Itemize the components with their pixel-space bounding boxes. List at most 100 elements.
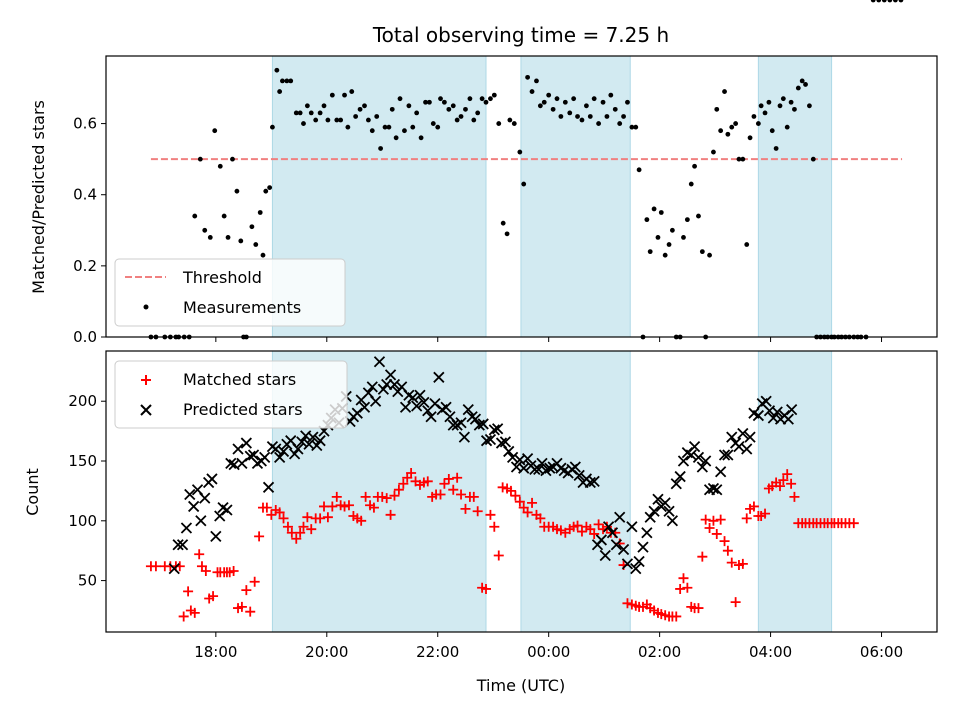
matched-point — [468, 491, 479, 502]
predicted-point — [544, 462, 556, 474]
predicted-point — [569, 461, 581, 473]
predicted-point — [696, 461, 708, 473]
predicted-point — [786, 403, 798, 416]
measurement-point — [795, 85, 801, 91]
measurement-point — [892, 0, 898, 3]
predicted-point — [782, 413, 794, 425]
measurement-point — [534, 78, 539, 84]
legend-measurements-swatch — [143, 304, 149, 310]
bottom-y-tick-label: 50 — [78, 572, 97, 590]
matched-point — [730, 597, 741, 608]
measurement-point — [617, 121, 623, 126]
measurement-point — [197, 156, 203, 162]
measurement-point — [608, 92, 614, 98]
measurement-point — [636, 167, 642, 173]
shaded-interval — [757, 55, 833, 338]
matched-point — [422, 476, 433, 487]
measurement-point — [270, 124, 275, 130]
measurement-point — [546, 92, 552, 98]
bottom-shaded-intervals — [271, 350, 833, 633]
matched-point — [505, 485, 516, 496]
predicted-point — [670, 478, 682, 490]
predicted-point — [492, 423, 504, 435]
predicted-point — [240, 437, 252, 449]
measurement-point — [707, 252, 712, 258]
predicted-point — [707, 482, 720, 495]
measurement-point — [382, 124, 388, 130]
bottom-axes-frame — [105, 350, 938, 633]
predicted-point — [536, 457, 548, 470]
measurement-point — [349, 89, 355, 94]
measurement-point — [345, 124, 351, 130]
measurement-point — [471, 117, 477, 123]
predicted-point — [688, 441, 701, 453]
measurement-point — [658, 210, 664, 215]
top-y-tick-label: 0.0 — [73, 328, 97, 346]
predicted-point — [621, 558, 634, 570]
measurement-point — [629, 124, 635, 130]
measurement-point — [696, 213, 701, 219]
matched-point — [778, 475, 789, 486]
measurement-point — [898, 0, 904, 3]
matched-point — [377, 491, 388, 502]
measurement-point — [479, 96, 485, 102]
measurement-point — [430, 121, 436, 126]
predicted-point — [180, 522, 193, 534]
measurement-point — [450, 103, 456, 109]
matched-point — [693, 603, 704, 614]
measurement-point — [567, 110, 573, 116]
predicted-point — [722, 449, 734, 461]
predicted-point — [744, 431, 756, 443]
predicted-point — [573, 469, 585, 481]
measurement-point — [591, 96, 597, 102]
measurement-point — [799, 78, 805, 84]
predicted-point — [674, 470, 686, 483]
measurement-point — [699, 249, 705, 255]
predicted-point — [199, 492, 211, 504]
measurement-point — [406, 103, 412, 109]
measurement-point — [238, 238, 244, 244]
measurement-point — [562, 99, 568, 105]
x-ticks: 18:00 20:00 22:00 00:00 02:00 04:00 06:00 — [194, 337, 903, 661]
matched-point — [241, 585, 252, 596]
measurement-point — [212, 128, 218, 134]
x-tick-label: 18:00 — [194, 643, 237, 661]
predicted-point — [633, 555, 645, 568]
predicted-point — [225, 457, 237, 470]
matched-point — [249, 576, 260, 587]
matched-point — [671, 611, 682, 622]
measurement-point — [725, 131, 731, 137]
measurement-point — [267, 185, 273, 191]
measurement-point — [711, 149, 716, 155]
measurement-point — [788, 99, 794, 105]
predicted-point — [677, 455, 690, 467]
measurement-point — [374, 114, 380, 119]
predicted-point — [477, 418, 489, 430]
predicted-point — [462, 403, 474, 416]
measurement-point — [463, 106, 468, 112]
measurement-point — [792, 106, 797, 112]
matched-point — [675, 583, 686, 594]
measurement-point — [584, 103, 589, 109]
matched-point — [274, 507, 285, 518]
matched-point — [356, 515, 367, 526]
measurement-point — [529, 89, 535, 94]
legend-measurements-label: Measurements — [183, 298, 301, 317]
matched-point — [527, 497, 538, 508]
predicted-point — [521, 452, 534, 465]
measurement-point — [386, 124, 392, 130]
predicted-point — [741, 443, 753, 455]
measurement-point — [410, 124, 416, 130]
predicted-point — [630, 562, 642, 575]
top-shaded-intervals — [271, 55, 833, 338]
predicted-point — [644, 511, 656, 523]
predicted-point — [659, 497, 671, 509]
predicted-point — [366, 381, 378, 393]
measurement-point — [357, 106, 363, 112]
predicted-point — [518, 462, 530, 474]
measurement-point — [600, 99, 606, 105]
measurement-point — [313, 117, 319, 123]
top-y-axis-label: Matched/Predicted stars — [29, 100, 48, 294]
predicted-point — [433, 371, 445, 383]
matched-point — [282, 521, 293, 532]
